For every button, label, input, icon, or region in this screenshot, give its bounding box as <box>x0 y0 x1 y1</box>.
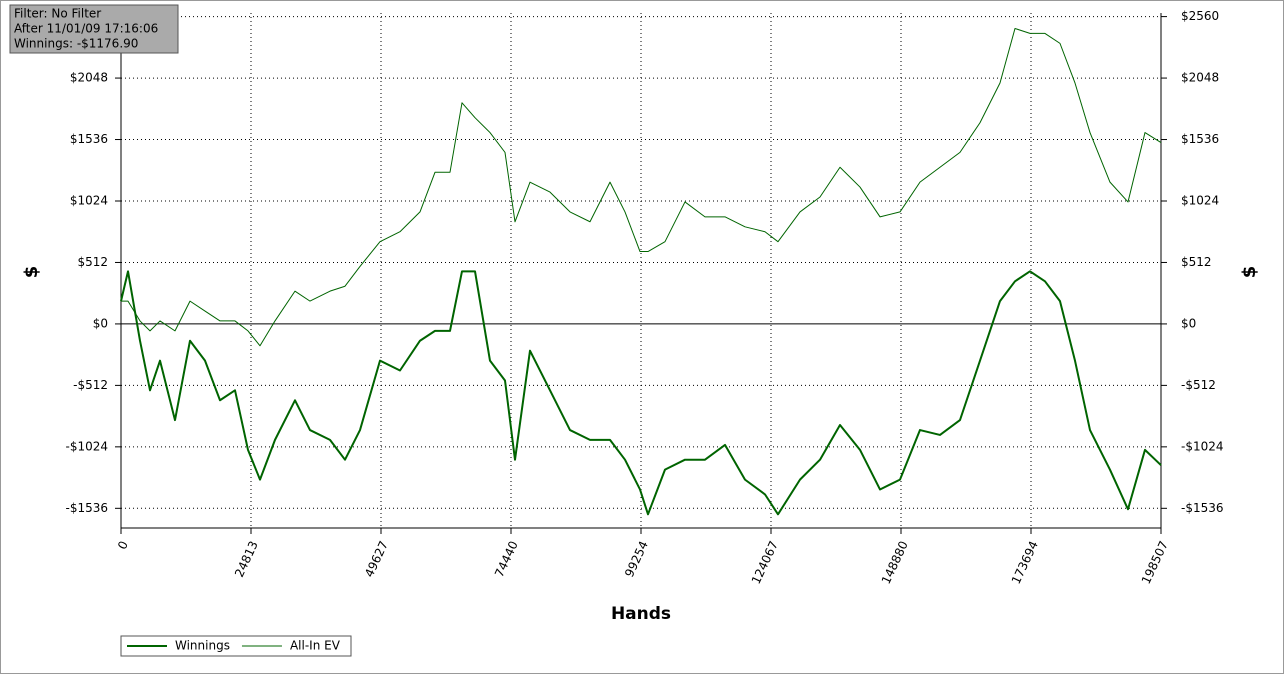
y-tick-label: $512 <box>77 255 108 269</box>
info-text: Filter: No Filter <box>14 7 101 21</box>
y-tick-label: $1024 <box>70 193 108 207</box>
y2-tick-label: $0 <box>1181 316 1196 330</box>
series-line <box>121 27 1162 347</box>
info-box <box>9 4 179 54</box>
y2-tick-label: $2560 <box>1181 9 1219 23</box>
info-text: Winnings: -$1176.90 <box>14 37 138 51</box>
y-tick-label: -$1024 <box>65 439 108 453</box>
y-tick-label: $1536 <box>70 132 108 146</box>
y2-axis-label: $ <box>1239 266 1260 279</box>
y-tick-label: $0 <box>93 316 108 330</box>
y2-tick-label: -$512 <box>1181 378 1216 392</box>
series-line <box>120 270 1162 516</box>
y2-tick-label: -$1536 <box>1181 501 1224 515</box>
legend-label: Winnings <box>175 639 230 653</box>
y2-tick-label: $1024 <box>1181 193 1219 207</box>
y2-tick-label: $512 <box>1181 255 1212 269</box>
y-tick-label: $2048 <box>70 71 108 85</box>
x-axis-label: Hands <box>611 604 671 624</box>
y-tick-label: -$1536 <box>65 501 108 515</box>
y2-tick-label: $1536 <box>1181 132 1219 146</box>
y-tick-label: -$512 <box>73 378 108 392</box>
legend <box>120 635 352 657</box>
y2-tick-label: $2048 <box>1181 71 1219 85</box>
legend-label: All-In EV <box>290 639 341 653</box>
y2-tick-label: -$1024 <box>1181 439 1224 453</box>
y-axis-label: $ <box>21 266 42 279</box>
info-text: After 11/01/09 17:16:06 <box>14 22 158 36</box>
